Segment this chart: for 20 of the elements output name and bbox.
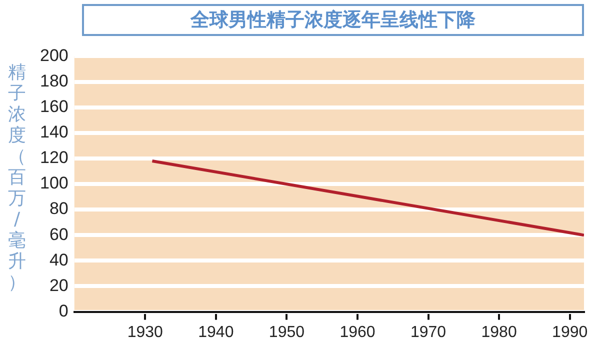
y-tick-label: 0 — [58, 301, 68, 320]
x-tick-label: 1930 — [127, 324, 164, 341]
y-tick-label: 160 — [40, 97, 68, 116]
x-tick-label: 1980 — [481, 324, 517, 341]
y-tick-label: 200 — [40, 46, 68, 65]
x-tick-label: 1940 — [198, 324, 234, 341]
x-tick-label: 1960 — [340, 324, 376, 341]
y-tick-label: 40 — [49, 250, 68, 270]
y-tick-label: 60 — [49, 224, 68, 244]
y-tick-label: 120 — [40, 148, 68, 168]
y-tick-label: 100 — [40, 174, 68, 193]
x-tick-label: 1950 — [268, 324, 305, 341]
x-tick-label: 1990 — [552, 324, 588, 341]
y-tick-label: 80 — [49, 199, 68, 218]
y-tick-label: 180 — [40, 71, 68, 90]
x-tick-label: 1970 — [410, 324, 446, 341]
chart-title: 全球男性精子浓度逐年呈线性下降 — [82, 4, 584, 36]
y-tick-label: 20 — [49, 276, 68, 295]
text: 精子浓度（百万/毫升） — [8, 62, 26, 293]
y-tick-label: 140 — [40, 122, 68, 142]
